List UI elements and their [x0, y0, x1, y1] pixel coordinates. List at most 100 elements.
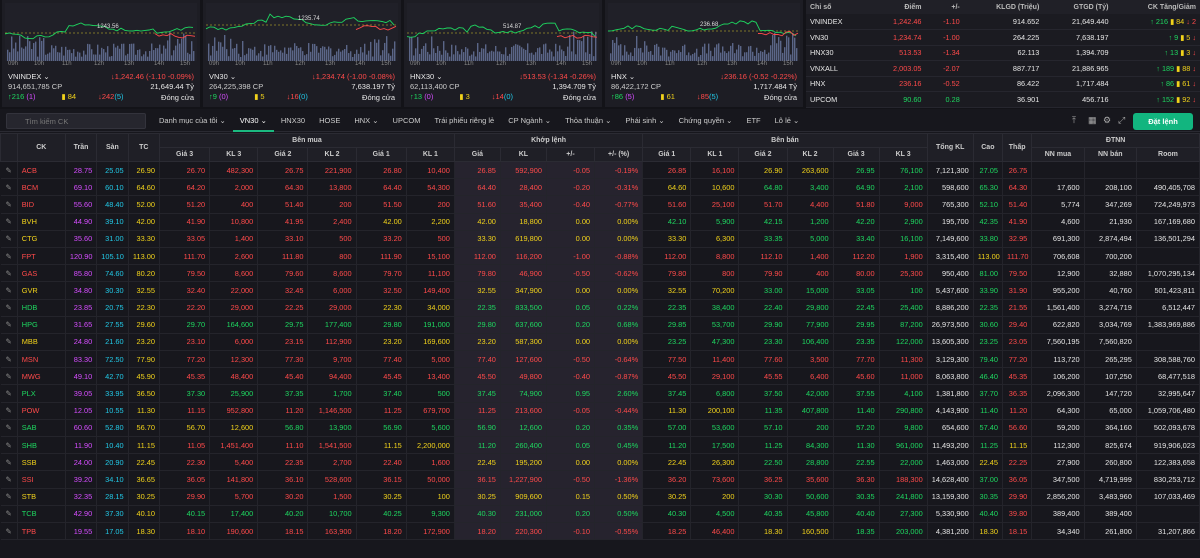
- index-table-row[interactable]: UPCOM 90.60 0.28 36.901 456.716 ↑ 152 ▮ 92 ↓: [806, 91, 1200, 108]
- index-table-row[interactable]: VNXALL 2,003.05 -2.07 887.717 21,886.965 ↑ 18…: [806, 60, 1200, 77]
- tab-etf[interactable]: ETF: [746, 116, 761, 125]
- index-panel-hnx30[interactable]: 514.87 09h 10h 11h 12h 13h 14h 15h HNX30 ⌄ ↓513.5…: [404, 0, 602, 107]
- stock-symbol[interactable]: TCB: [17, 505, 66, 523]
- table-row[interactable]: ✎ SSB 24.00 20.90 22.45 22.30 5,400 22.35 2,700 2…: [0, 453, 1200, 472]
- table-row[interactable]: ✎ MSN 83.30 72.50 77.90 77.20 12,300 77.30 9,700…: [0, 350, 1200, 369]
- table-row[interactable]: ✎ TPB 19.55 17.05 18.30 18.10 190,600 18.15 163,…: [0, 522, 1200, 541]
- stock-symbol[interactable]: SSI: [17, 470, 66, 489]
- stock-symbol[interactable]: MBB: [17, 333, 66, 352]
- stock-symbol[interactable]: MWG: [17, 367, 66, 386]
- pin-icon[interactable]: ✎: [0, 384, 18, 403]
- pin-icon[interactable]: ✎: [0, 213, 18, 231]
- stock-symbol[interactable]: POW: [17, 402, 66, 420]
- pin-icon[interactable]: ✎: [0, 402, 18, 420]
- table-row[interactable]: ✎ CTG 35.60 31.00 33.30 33.05 1,400 33.10 500 33.…: [0, 230, 1200, 248]
- index-panel-vnindex[interactable]: 1243.56 09h 10h 11h 12h 13h 14h 15h VNINDEX ⌄ ↓1,…: [2, 0, 200, 107]
- index-table-row[interactable]: VNINDEX 1,242.46 -1.10 914.652 21,649.440 ↑ 2…: [806, 14, 1200, 30]
- tab-hnx30[interactable]: HNX30: [280, 116, 306, 125]
- table-row[interactable]: ✎ STB 32.35 28.15 30.25 29.90 5,700 30.20 1,500 3…: [0, 488, 1200, 506]
- grid-icon[interactable]: ▦: [1088, 115, 1097, 125]
- tab-ch-ng-quy-n-[interactable]: Chứng quyền ⌄: [678, 116, 733, 125]
- table-row[interactable]: ✎ MBB 24.80 21.60 23.20 23.10 6,000 23.15 112,90…: [0, 333, 1200, 352]
- index-panel-vn30[interactable]: 1235.74 09h 10h 11h 12h 13h 14h 15h VN30 ⌄ ↓1,234…: [203, 0, 401, 107]
- table-row[interactable]: ✎ ACB 28.75 25.05 26.90 26.70 482,300 26.75 221,…: [0, 161, 1200, 180]
- stock-symbol[interactable]: HDB: [17, 299, 66, 317]
- tab-danh-m-c-c-a-t-i-[interactable]: Danh mục của tôi ⌄: [159, 116, 226, 125]
- stock-symbol[interactable]: SAB: [17, 419, 66, 438]
- search-input[interactable]: [6, 113, 146, 129]
- place-order-button[interactable]: Đặt lệnh: [1133, 113, 1193, 130]
- tab-hnx-[interactable]: HNX ⌄: [354, 116, 379, 125]
- pin-icon[interactable]: ✎: [0, 316, 18, 334]
- table-row[interactable]: ✎ PLX 39.05 33.95 36.50 37.30 25,900 37.35 1,700…: [0, 384, 1200, 403]
- table-row[interactable]: ✎ BID 55.60 48.40 52.00 51.20 400 51.40 200 51.50…: [0, 195, 1200, 214]
- tab-vn30-[interactable]: VN30 ⌄: [232, 110, 274, 132]
- pin-icon[interactable]: ✎: [0, 247, 18, 266]
- index-panel-hnx[interactable]: 236.68 09h 10h 11h 12h 13h 14h 15h HNX ⌄ ↓236.16 …: [605, 0, 803, 107]
- pin-icon[interactable]: ✎: [0, 470, 18, 489]
- pin-icon[interactable]: ✎: [0, 367, 18, 386]
- pin-icon[interactable]: ✎: [0, 453, 18, 472]
- stock-symbol[interactable]: BID: [17, 195, 66, 214]
- table-cell: 6,300: [690, 230, 740, 248]
- table-row[interactable]: ✎ GAS 85.80 74.60 80.20 79.50 8,600 79.60 8,600 7…: [0, 264, 1200, 283]
- table-row[interactable]: ✎ FPT 120.90 105.10 113.00 111.70 2,600 111.80 8…: [0, 247, 1200, 266]
- table-row[interactable]: ✎ TCB 42.90 37.30 40.10 40.15 17,400 40.20 10,70…: [0, 505, 1200, 523]
- table-row[interactable]: ✎ POW 12.05 10.55 11.30 11.15 952,800 11.20 1,14…: [0, 402, 1200, 420]
- stock-symbol[interactable]: BVH: [17, 213, 66, 231]
- pin-icon[interactable]: ✎: [0, 230, 18, 248]
- stock-symbol[interactable]: ACB: [17, 161, 66, 180]
- stock-symbol[interactable]: TPB: [17, 522, 66, 541]
- table-row[interactable]: ✎ GVR 34.80 30.30 32.55 32.40 22,000 32.45 6,000…: [0, 281, 1200, 300]
- stock-symbol[interactable]: SHB: [17, 436, 66, 455]
- table-cell: 13,800: [307, 178, 357, 197]
- upload-icon[interactable]: ⤒: [1072, 115, 1076, 125]
- stock-symbol[interactable]: GAS: [17, 264, 66, 283]
- stock-symbol[interactable]: MSN: [17, 350, 66, 369]
- pin-icon[interactable]: ✎: [0, 436, 18, 455]
- gear-icon[interactable]: ⚙: [1103, 115, 1112, 125]
- table-row[interactable]: ✎ SSI 39.20 34.10 36.65 36.05 141,800 36.10 528,…: [0, 470, 1200, 489]
- pin-icon[interactable]: ✎: [0, 161, 18, 180]
- table-row[interactable]: ✎ HPG 31.65 27.55 29.60 29.70 164,600 29.75 177,…: [0, 316, 1200, 334]
- tab-hose[interactable]: HOSE: [319, 116, 341, 125]
- table-row[interactable]: ✎ BCM 69.10 60.10 64.60 64.20 2,000 64.30 13,800…: [0, 178, 1200, 197]
- tab-tr-i-phi-u-ri-ng-l-[interactable]: Trái phiếu riêng lẻ: [434, 116, 495, 125]
- stock-symbol[interactable]: HPG: [17, 316, 66, 334]
- stock-symbol[interactable]: BCM: [17, 178, 66, 197]
- table-cell: 1,600: [406, 453, 455, 472]
- stock-symbol[interactable]: GVR: [17, 281, 66, 300]
- tab-upcom[interactable]: UPCOM: [392, 116, 421, 125]
- table-row[interactable]: ✎ HDB 23.85 20.75 22.30 22.20 29,000 22.25 29,00…: [0, 299, 1200, 317]
- stock-symbol[interactable]: FPT: [17, 247, 66, 266]
- tab-ph-i-sinh-[interactable]: Phái sinh ⌄: [625, 116, 665, 125]
- table-cell: 53,600: [690, 419, 740, 438]
- tab-cp-ng-nh-[interactable]: CP Ngành ⌄: [508, 116, 552, 125]
- stock-symbol[interactable]: SSB: [17, 453, 66, 472]
- pin-icon[interactable]: ✎: [0, 195, 18, 214]
- stock-symbol[interactable]: PLX: [17, 384, 66, 403]
- pin-icon[interactable]: ✎: [0, 333, 18, 352]
- tab-th-a-thu-n-[interactable]: Thỏa thuận ⌄: [565, 116, 612, 125]
- table-row[interactable]: ✎ SHB 11.90 10.40 11.15 11.05 1,451,400 11.10 1,…: [0, 436, 1200, 455]
- pin-icon[interactable]: ✎: [0, 264, 18, 283]
- table-cell: 80.00: [833, 264, 880, 283]
- expand-icon[interactable]: ⤢: [1118, 115, 1126, 125]
- stock-symbol[interactable]: STB: [17, 488, 66, 506]
- pin-icon[interactable]: ✎: [0, 281, 18, 300]
- pin-icon[interactable]: ✎: [0, 505, 18, 523]
- pin-icon[interactable]: ✎: [0, 299, 18, 317]
- index-table-row[interactable]: VN30 1,234.74 -1.00 264.225 7,638.197 ↑ 9 ▮ 5…: [806, 29, 1200, 46]
- tab-l-l-[interactable]: Lô lẻ ⌄: [774, 116, 800, 125]
- pin-icon[interactable]: ✎: [0, 522, 18, 541]
- pin-icon[interactable]: ✎: [0, 488, 18, 506]
- stock-symbol[interactable]: CTG: [17, 230, 66, 248]
- pin-icon[interactable]: ✎: [0, 178, 18, 197]
- pin-icon[interactable]: ✎: [0, 419, 18, 438]
- table-row[interactable]: ✎ MWG 49.10 42.70 45.90 45.35 48,400 45.40 94,40…: [0, 367, 1200, 386]
- pin-icon[interactable]: ✎: [0, 350, 18, 369]
- table-row[interactable]: ✎ BVH 44.90 39.10 42.00 41.90 10,800 41.95 2,400…: [0, 213, 1200, 231]
- index-table-row[interactable]: HNX30 513.53 -1.34 62.113 1,394.709 ↑ 13 ▮ 3 …: [806, 45, 1200, 61]
- index-table-row[interactable]: HNX 236.16 -0.52 86.422 1,717.484 ↑ 86 ▮ 61 ↓: [806, 76, 1200, 92]
- table-row[interactable]: ✎ SAB 60.60 52.80 56.70 56.70 12,600 56.80 13,90…: [0, 419, 1200, 438]
